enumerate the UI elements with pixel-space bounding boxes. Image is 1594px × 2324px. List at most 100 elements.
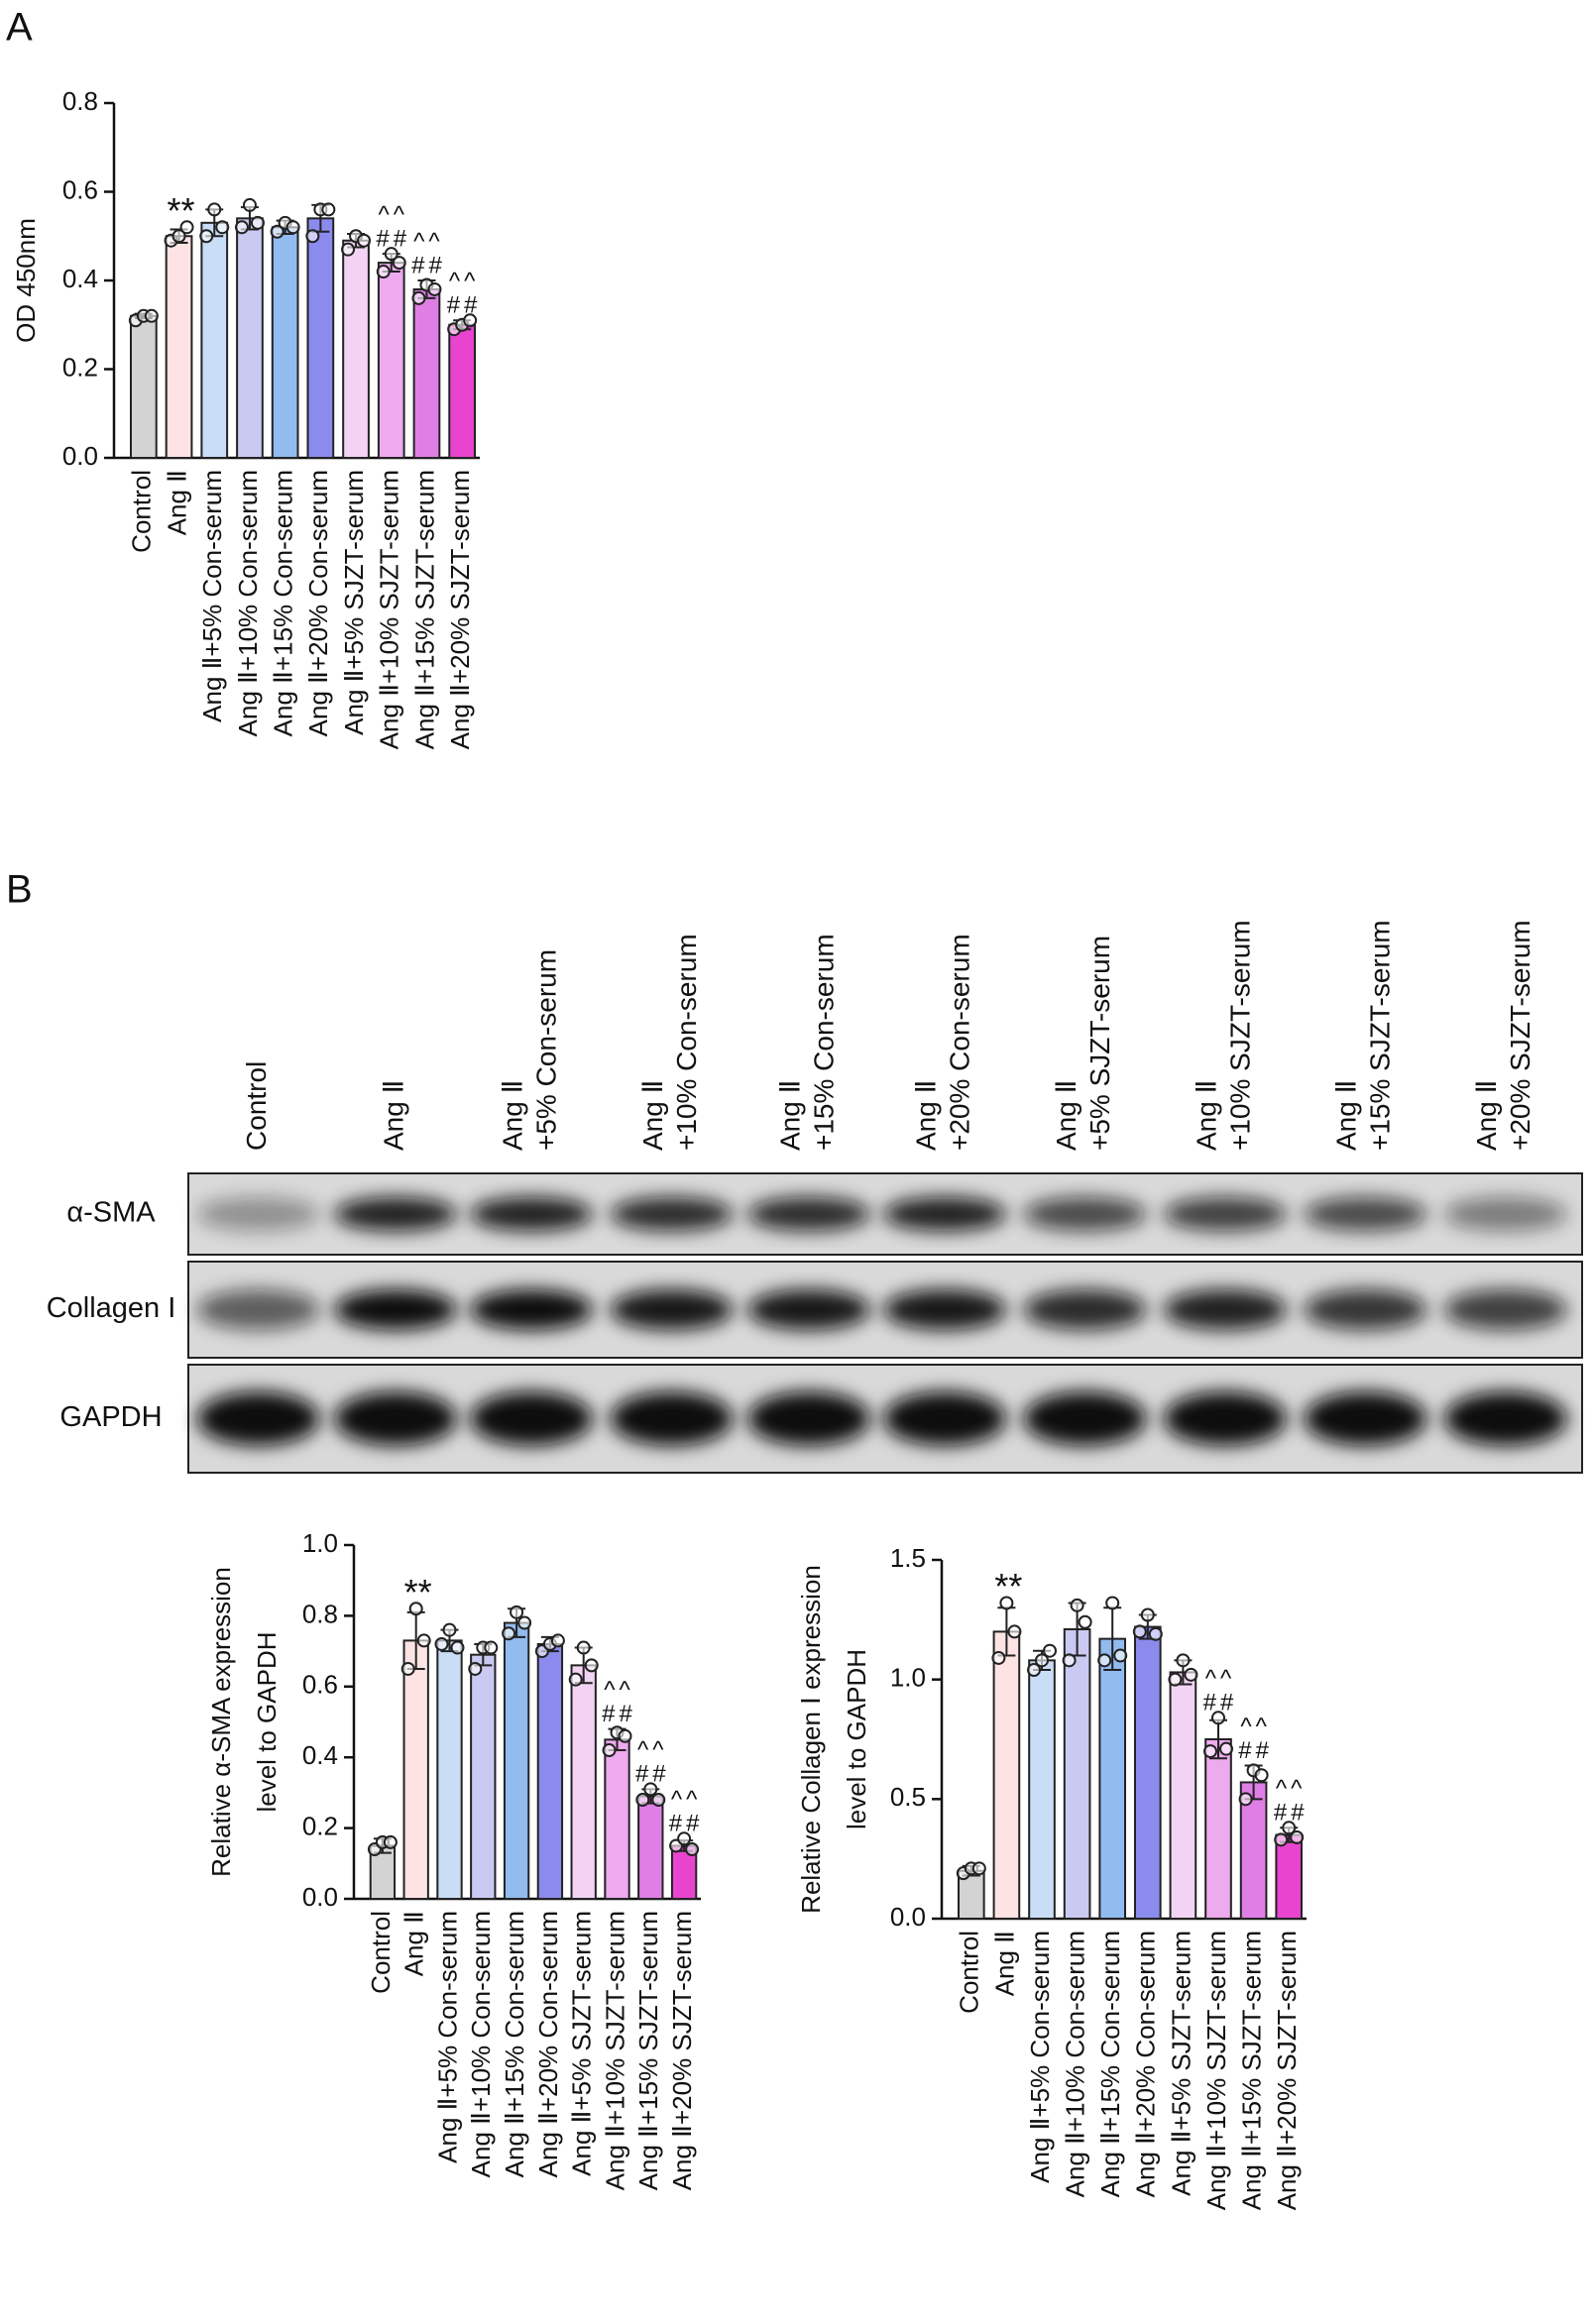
lane-label: +15% Con-serum (808, 934, 839, 1151)
significance-mark: ## (635, 1761, 670, 1788)
lane-label: Ang Ⅱ (1191, 1080, 1221, 1151)
x-tick-label: Ang Ⅱ+20% Con-serum (533, 1911, 563, 2177)
blot-band (1443, 1289, 1567, 1330)
significance-mark: ^^ (604, 1677, 634, 1704)
data-point (179, 220, 194, 235)
y-tick-label: 0.4 (62, 264, 98, 293)
blot-band (334, 1196, 458, 1232)
data-point (408, 1602, 423, 1616)
y-axis-label: level to GAPDH (842, 1649, 871, 1829)
y-tick-label: 0.2 (302, 1811, 338, 1840)
bar (412, 287, 441, 460)
blot-band (1163, 1196, 1287, 1232)
blot-band (1443, 1196, 1567, 1232)
lane-label: +5% Con-serum (530, 949, 561, 1151)
data-point (584, 1658, 599, 1673)
lane-label: Ang Ⅱ (637, 1080, 668, 1151)
y-tick-label: 0.4 (302, 1740, 338, 1770)
panel-label: B (6, 868, 33, 912)
significance-mark: ^^ (1276, 1776, 1307, 1803)
bar (604, 1738, 630, 1900)
x-tick-label: Ang Ⅱ+5% SJZT-serum (567, 1911, 597, 2176)
lane-label: +5% SJZT-serum (1084, 936, 1115, 1151)
blot-band (1304, 1289, 1427, 1330)
data-point (1176, 1653, 1191, 1668)
y-axis-label: level to GAPDH (252, 1631, 282, 1812)
data-point (484, 1640, 499, 1655)
data-point (651, 1793, 666, 1808)
data-point (1184, 1667, 1198, 1682)
lane-label: Ang Ⅱ (497, 1080, 527, 1151)
x-tick-label: Ang Ⅱ+10% Con-serum (233, 470, 263, 736)
x-tick-label: Ang Ⅱ+15% Con-serum (269, 470, 298, 736)
data-point (635, 1793, 650, 1808)
y-axis-label: OD 450nm (11, 218, 41, 343)
x-tick-label: Ang Ⅱ+5% Con-serum (1025, 1931, 1055, 2183)
blot-band (746, 1289, 870, 1330)
y-tick-label: 0.0 (890, 1902, 926, 1932)
data-point (1203, 1744, 1217, 1759)
blot-row-label: α-SMA (66, 1197, 156, 1229)
y-tick-label: 0.8 (302, 1599, 338, 1628)
x-tick-label: Ang Ⅱ+15% SJZT-serum (409, 470, 439, 749)
x-tick-label: Ang Ⅱ+20% SJZT-serum (1272, 1931, 1302, 2210)
y-tick-label: 0.6 (62, 174, 98, 204)
data-point (321, 202, 336, 217)
data-point (341, 242, 356, 257)
data-point (1070, 1598, 1084, 1612)
data-point (1282, 1821, 1297, 1835)
blot-band (196, 1391, 320, 1446)
data-point (1140, 1607, 1155, 1622)
data-point (1007, 1624, 1022, 1639)
bar (1275, 1833, 1304, 1920)
data-point (685, 1842, 700, 1857)
bar (637, 1795, 664, 1900)
bar (1133, 1625, 1162, 1921)
data-point (1274, 1832, 1289, 1847)
lane-label: +10% SJZT-serum (1224, 920, 1255, 1151)
x-tick-label: Ang Ⅱ+10% SJZT-serum (375, 470, 404, 749)
data-point (400, 1661, 415, 1676)
data-point (171, 229, 186, 244)
significance-mark: ^^ (449, 269, 480, 295)
lane-label: +10% Con-serum (671, 934, 702, 1151)
y-tick-label: 0.8 (62, 86, 98, 116)
data-point (971, 1861, 986, 1876)
data-point (1105, 1596, 1120, 1610)
x-tick-label: Ang Ⅱ+5% SJZT-serum (1166, 1931, 1196, 2196)
blot-band (1023, 1391, 1147, 1446)
lane-label: +15% SJZT-serum (1365, 920, 1396, 1151)
significance-mark: ** (404, 1572, 432, 1612)
significance-mark: ## (411, 252, 446, 278)
data-point (1238, 1792, 1253, 1807)
blot-row-label: Collagen I (47, 1292, 176, 1324)
data-point (517, 1615, 532, 1630)
lane-label: Ang Ⅱ (774, 1080, 805, 1151)
x-tick-label: Control (955, 1931, 984, 2014)
lane-label: Ang Ⅱ (1331, 1080, 1362, 1151)
bar (271, 226, 299, 459)
blot-band (1304, 1391, 1427, 1446)
y-axis-label: Relative α-SMA expression (206, 1567, 236, 1877)
blot-band (334, 1289, 458, 1330)
data-point (1062, 1653, 1077, 1668)
data-point (1132, 1624, 1147, 1639)
blot-band (334, 1391, 458, 1446)
y-tick-label: 0.0 (302, 1882, 338, 1912)
data-point (434, 1636, 449, 1651)
blot-band (470, 1289, 594, 1330)
blot-band (882, 1289, 1006, 1330)
blot-band (196, 1196, 320, 1232)
y-tick-label: 0.0 (62, 441, 98, 471)
bar (1239, 1781, 1268, 1920)
y-tick-label: 1.5 (890, 1543, 926, 1573)
blot-band (1304, 1196, 1427, 1232)
x-tick-label: Ang Ⅱ+5% Con-serum (432, 1911, 462, 2163)
data-point (1027, 1663, 1041, 1678)
data-point (305, 229, 320, 244)
data-point (568, 1672, 583, 1687)
bar (1028, 1659, 1056, 1920)
bar (129, 314, 158, 459)
bar (470, 1653, 497, 1901)
bar (1063, 1627, 1091, 1921)
